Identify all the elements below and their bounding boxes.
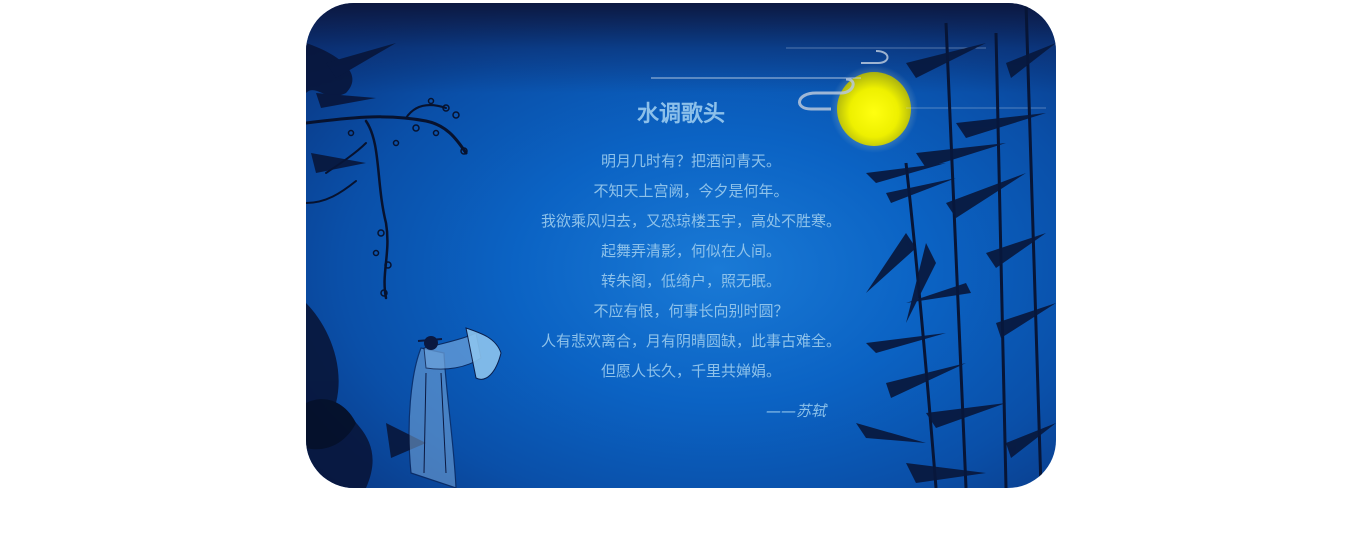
poem-author: ——苏轼 <box>765 402 826 420</box>
poem-line: 起舞弄清影，何似在人间。 <box>600 242 781 260</box>
scholar-figure <box>408 327 502 488</box>
bamboo-leaves <box>856 43 1056 483</box>
poem-line: 人有悲欢离合，月有阴晴圆缺，此事古难全。 <box>540 332 841 350</box>
poem-title: 水调歌头 <box>636 102 725 127</box>
night-scene-illustration <box>306 3 1056 488</box>
poem-card: 水调歌头 明月几时有？把酒问青天。 不知天上宫阙，今夕是何年。 我欲乘风归去，又… <box>306 3 1056 488</box>
poem-line: 不应有恨，何事长向别时圆？ <box>593 302 789 320</box>
plum-blossoms <box>347 97 468 297</box>
poem-line: 明月几时有？把酒问青天。 <box>600 152 781 170</box>
poem-line: 我欲乘风归去，又恐琼楼玉宇，高处不胜寒。 <box>540 212 841 230</box>
poem-line: 但愿人长久，千里共婵娟。 <box>600 362 781 380</box>
plum-branch <box>306 104 468 300</box>
left-foliage <box>306 43 426 488</box>
poem-body: 明月几时有？把酒问青天。 不知天上宫阙，今夕是何年。 我欲乘风归去，又恐琼楼玉宇… <box>496 146 886 386</box>
cloud-lines <box>651 47 1046 111</box>
poem-line: 不知天上宫阙，今夕是何年。 <box>593 182 789 200</box>
poem-line: 转朱阁，低绮户，照无眠。 <box>600 272 781 290</box>
